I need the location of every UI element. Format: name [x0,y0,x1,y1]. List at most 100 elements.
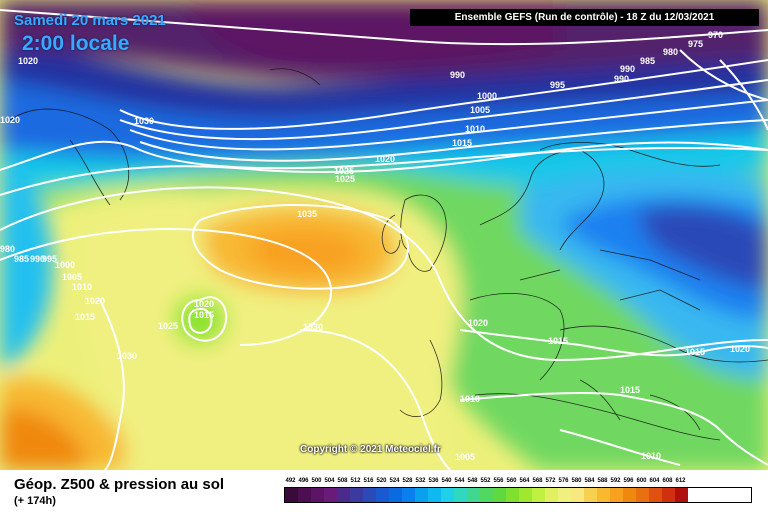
map-canvas: 1020 1030 1020 980 985 990 995 1000 1005… [0,0,768,470]
scale-tick: 608 [662,478,673,484]
forecast-date: Samedi 20 mars 2021 [14,12,166,29]
scale-swatch [454,488,467,502]
isobars [0,9,768,470]
isobar-label: 1035 [297,209,317,219]
scale-tick: 524 [389,478,400,484]
scale-tick: 612 [675,478,686,484]
isobar-label: 1020 [0,115,20,125]
scale-swatch [571,488,584,502]
isobar-label: 995 [42,254,57,264]
scale-tick: 580 [571,478,582,484]
scale-tick: 556 [493,478,504,484]
scale-tick: 532 [415,478,426,484]
isobar-label: 1025 [334,166,354,176]
isobar-label: 1025 [335,174,355,184]
scale-tick: 604 [649,478,660,484]
isobar-label: 1030 [117,351,137,361]
scale-swatch [610,488,623,502]
scale-swatch [636,488,649,502]
scale-tick: 544 [454,478,465,484]
scale-tick: 552 [480,478,491,484]
isobar-label: 1010 [465,124,485,134]
scale-swatch [584,488,597,502]
isobar-labels: 1020 1030 1020 980 985 990 995 1000 1005… [0,30,750,462]
scale-swatch [662,488,675,502]
color-scale-ticks: 492 496 500 504 508 512 516 520 524 528 532 536 540 5… [284,475,752,487]
copyright: Copyright © 2021 Meteociel.fr [300,444,441,455]
scale-swatch [532,488,545,502]
isobar-label: 980 [0,244,15,254]
scale-swatch [389,488,402,502]
isobar-label: 990 [450,70,465,80]
scale-tick: 588 [597,478,608,484]
scale-swatch [285,488,298,502]
scale-swatch [337,488,350,502]
scale-tick: 500 [311,478,322,484]
isobar-label: 1015 [685,347,705,357]
isobar-label: 1030 [134,116,154,126]
isobar-label: 1020 [468,318,488,328]
color-scale-swatches [284,487,752,503]
scale-tick: 496 [298,478,309,484]
isobar-label: 1010 [460,394,480,404]
isobar-label: 1030 [303,322,323,332]
scale-tick: 548 [467,478,478,484]
isobar-label: 990 [30,254,45,264]
scale-swatch [298,488,311,502]
scale-swatch [506,488,519,502]
isobar-label: 975 [688,39,703,49]
isobar-label: 1010 [641,451,661,461]
scale-swatch [493,488,506,502]
scale-swatch [324,488,337,502]
scale-swatch [480,488,493,502]
isobar-label: 985 [14,254,29,264]
geopotential-field [0,0,768,470]
scale-swatch [597,488,610,502]
isobar-label: 970 [708,30,723,40]
isobar-label: 1020 [375,154,395,164]
scale-swatch [441,488,454,502]
scale-tick: 512 [350,478,361,484]
forecast-time: 2:00 locale [22,32,130,55]
scale-tick: 600 [636,478,647,484]
scale-tick: 536 [428,478,439,484]
scale-tick: 568 [532,478,543,484]
isobar-label: 1025 [158,321,178,331]
isobar-label: 995 [550,80,565,90]
isobar-label: 1015 [194,310,214,320]
scale-tick: 564 [519,478,530,484]
isobar-label: 1020 [730,344,750,354]
map-title: Géop. Z500 & pression au sol [14,476,225,493]
run-info: Ensemble GEFS (Run de contrôle) - 18 Z d… [410,9,759,26]
scale-swatch [675,488,688,502]
isobar-label: 1010 [72,282,92,292]
scale-swatch [467,488,480,502]
isobar-label: 1000 [477,91,497,101]
isobar-label: 1020 [194,299,214,309]
isobar-label: 1015 [75,312,95,322]
scale-tick: 584 [584,478,595,484]
scale-tick: 528 [402,478,413,484]
isobar-label: 980 [663,47,678,57]
coastlines [9,68,768,441]
isobar-label: 985 [640,56,655,66]
scale-tick: 504 [324,478,335,484]
footer: Géop. Z500 & pression au sol (+ 174h) 49… [0,470,768,512]
scale-swatch [363,488,376,502]
scale-tick: 592 [610,478,621,484]
scale-swatch [649,488,662,502]
scale-tick: 520 [376,478,387,484]
isobar-label: 1015 [452,138,472,148]
scale-swatch [623,488,636,502]
scale-tick: 516 [363,478,374,484]
scale-swatch [350,488,363,502]
scale-swatch [428,488,441,502]
scale-tick: 596 [623,478,634,484]
scale-swatch [376,488,389,502]
scale-tick: 540 [441,478,452,484]
scale-swatch [415,488,428,502]
isobar-label: 1015 [548,336,568,346]
weather-map: 1020 1030 1020 980 985 990 995 1000 1005… [0,0,768,470]
isobar-label: 1020 [85,296,105,306]
scale-swatch [311,488,324,502]
